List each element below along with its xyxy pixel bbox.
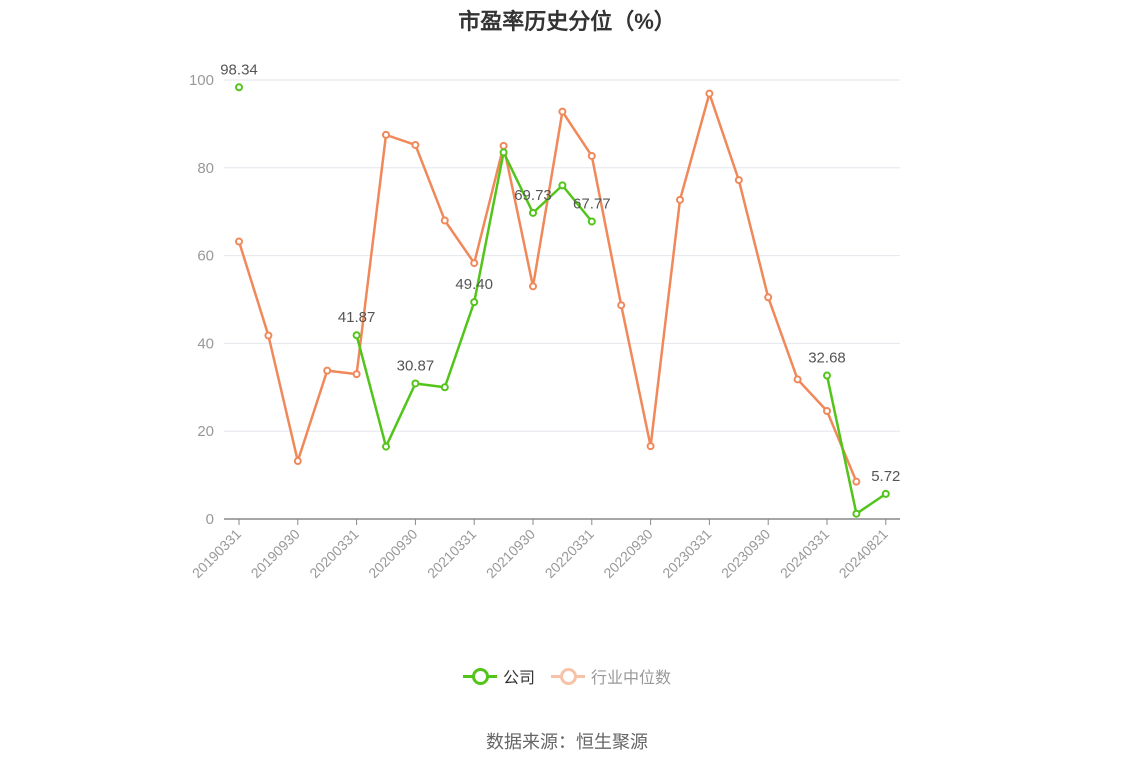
data-label: 69.73 [514, 187, 552, 204]
grid-lines [224, 79, 900, 432]
data-point [646, 442, 655, 451]
data-labels: 98.34 41.87 30.87 49.40 69.73 67.77 32.68 5.72 [220, 61, 900, 485]
data-point [411, 140, 420, 149]
series-line [237, 92, 858, 483]
x-tick-label: 20230331 [659, 526, 715, 582]
data-point [293, 457, 302, 466]
data-point [382, 442, 390, 451]
x-tick-label: 20210331 [424, 526, 480, 582]
legend-item-company[interactable]: 公司 [462, 664, 535, 688]
chart-title: 市盈率历史分位（%） [458, 9, 676, 34]
data-point [793, 375, 802, 384]
series-industry [235, 89, 861, 486]
x-tick-label: 20190930 [248, 526, 304, 582]
data-point [558, 107, 567, 116]
data-point [440, 383, 449, 392]
y-tick-label: 80 [197, 160, 214, 177]
data-label: 49.40 [455, 276, 493, 293]
data-point [323, 366, 332, 375]
data-point [558, 181, 567, 190]
y-tick-label: 100 [189, 72, 214, 89]
data-point [470, 298, 479, 307]
data-point [382, 130, 390, 139]
data-label: 98.34 [220, 61, 258, 78]
data-point [881, 489, 890, 498]
data-point [852, 509, 861, 518]
x-tick-label: 20220930 [600, 526, 656, 582]
data-point [852, 477, 861, 486]
y-tick-label: 20 [197, 423, 214, 440]
x-tick-label: 20220331 [542, 526, 598, 582]
data-point [587, 151, 596, 160]
legend: 公司 行业中位数 [0, 664, 1134, 688]
data-point [617, 301, 626, 310]
data-point [499, 141, 508, 150]
data-point [352, 331, 361, 340]
legend-company-label: 公司 [502, 670, 535, 687]
data-point [529, 282, 537, 291]
data-point [470, 259, 479, 268]
series-company [235, 83, 890, 518]
data-source-note: 数据来源：恒生聚源 [486, 732, 648, 752]
data-point [440, 216, 449, 225]
data-label: 32.68 [808, 350, 846, 367]
data-point [705, 89, 714, 98]
data-point [264, 331, 273, 340]
data-label: 41.87 [338, 309, 376, 326]
legend-company-marker-icon [462, 668, 497, 685]
series [235, 83, 890, 518]
data-point [499, 148, 508, 157]
data-point [823, 407, 831, 416]
legend-industry-label: 行业中位数 [591, 670, 672, 687]
data-label: 5.72 [871, 468, 900, 485]
x-tick-label: 20200930 [365, 526, 421, 582]
x-tick-label: 20240331 [777, 526, 833, 582]
data-label: 30.87 [397, 357, 435, 374]
data-point [823, 371, 831, 380]
data-point [734, 176, 743, 185]
data-point [587, 217, 596, 226]
legend-industry-marker-icon [551, 668, 585, 685]
data-point [529, 208, 537, 217]
axes: 0 20 40 60 80 100 20190331 20190930 20200331 2020… [189, 72, 900, 581]
x-tick-label: 20190331 [189, 526, 245, 582]
x-tick-label: 20230930 [718, 526, 774, 582]
data-label: 67.77 [573, 195, 611, 212]
data-point [352, 370, 361, 379]
x-tick-label: 20200331 [306, 526, 362, 582]
data-point [235, 83, 243, 92]
x-tick-label: 20240821 [836, 526, 892, 582]
data-point [676, 195, 684, 204]
y-tick-label: 60 [197, 248, 214, 265]
data-point [764, 293, 773, 302]
x-tick-label: 20210930 [483, 526, 539, 582]
legend-item-industry[interactable]: 行业中位数 [551, 664, 671, 688]
data-point [235, 237, 243, 246]
y-tick-label: 40 [197, 335, 214, 352]
y-tick-label: 0 [206, 511, 214, 528]
series-line [825, 375, 887, 515]
data-point [411, 379, 420, 388]
